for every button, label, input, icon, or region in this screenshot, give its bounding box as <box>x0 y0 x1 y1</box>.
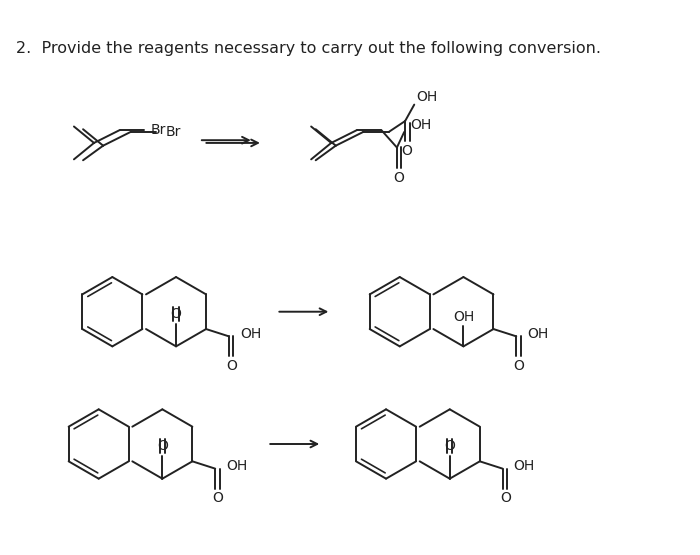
Text: O: O <box>393 170 404 185</box>
Text: O: O <box>444 439 455 453</box>
Text: OH: OH <box>527 326 549 341</box>
Text: Br: Br <box>165 125 181 139</box>
Text: 2.  Provide the reagents necessary to carry out the following conversion.: 2. Provide the reagents necessary to car… <box>17 41 601 56</box>
Text: O: O <box>157 439 168 453</box>
Text: OH: OH <box>416 90 438 104</box>
Text: OH: OH <box>226 459 247 473</box>
Text: OH: OH <box>411 118 432 132</box>
Text: OH: OH <box>453 310 474 324</box>
Text: O: O <box>213 491 223 505</box>
Text: Br: Br <box>150 123 166 137</box>
Text: O: O <box>402 144 412 158</box>
Text: O: O <box>171 306 181 321</box>
Text: OH: OH <box>240 326 261 341</box>
Text: OH: OH <box>514 459 535 473</box>
Text: O: O <box>226 359 237 372</box>
Text: O: O <box>500 491 511 505</box>
Text: O: O <box>514 359 524 372</box>
